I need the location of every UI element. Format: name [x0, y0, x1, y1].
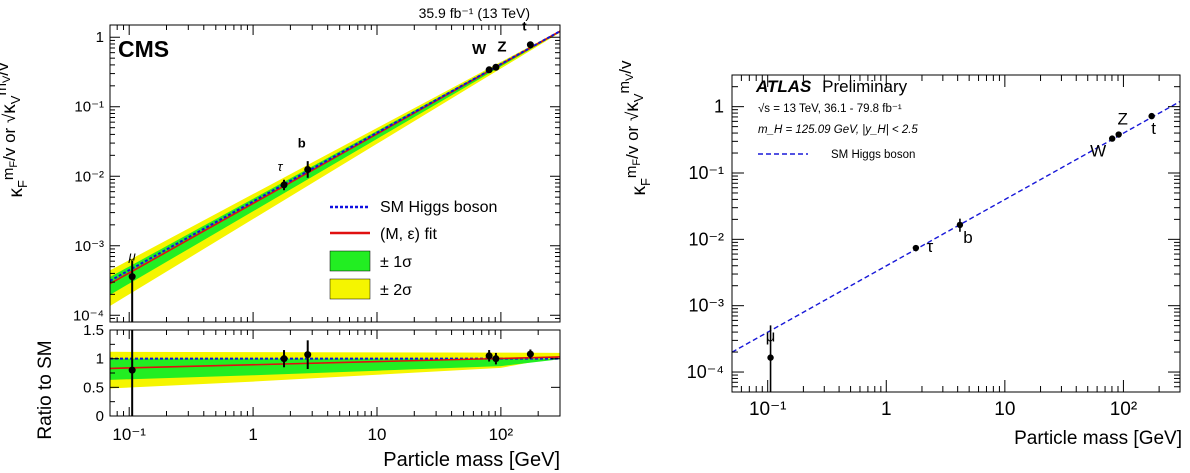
cms-x-axis-label: Particle mass [GeV] — [383, 449, 560, 471]
atlas-experiment-label: ATLAS Preliminary — [755, 77, 908, 96]
atlas-x-axis-label: Particle mass [GeV] — [1014, 428, 1182, 449]
svg-text:κFmF/v or √κVmV/v: κFmF/v or √κVmV/v — [0, 62, 30, 198]
cms-x-tick-label: 1 — [248, 425, 257, 444]
cms-ratio-marker — [492, 355, 500, 363]
atlas-point-label: Z — [1117, 110, 1127, 129]
cms-ratio-marker — [280, 355, 288, 363]
atlas-point-label: τ — [927, 237, 934, 256]
cms-main-plot: 10⁻⁴ 10⁻³ 10⁻² 10⁻¹ 1 μ τb W Zt — [73, 19, 561, 324]
atlas-legend: SM Higgs boson — [758, 149, 915, 161]
cms-point-label: W — [472, 41, 487, 58]
cms-point-label: τ — [278, 159, 284, 174]
cms-ratio-y-tick-label: 0.5 — [83, 379, 104, 396]
cms-ratio-marker — [304, 351, 312, 359]
atlas-experiment-status: Preliminary — [822, 77, 908, 96]
cms-point-marker — [492, 63, 500, 71]
cms-experiment-label: CMS — [118, 36, 169, 62]
cms-legend: SM Higgs boson (M, ε) fit ± 1σ ± 2σ — [329, 199, 497, 300]
atlas-point-marker — [912, 244, 920, 252]
cms-point-marker — [526, 41, 534, 49]
cms-ratio-y-tick-label: 1.5 — [83, 322, 104, 339]
cms-point-label: Z — [497, 38, 506, 55]
cms-point-marker — [280, 181, 288, 189]
cms-ratio-plot: 0 0.5 1 1.5 10⁻¹ 1 10 10² — [83, 322, 561, 444]
cms-y-tick-label: 10⁻¹ — [74, 99, 104, 116]
cms-main-frame — [109, 24, 561, 323]
cms-point-label: b — [298, 136, 306, 151]
atlas-x-tick-label: 1 — [881, 399, 892, 420]
cms-fit-line — [109, 30, 561, 285]
cms-ratio-y-axis-label: Ratio to SM — [35, 340, 56, 439]
cms-x-tick-label: 10⁻¹ — [112, 425, 146, 444]
cms-y-tick-label: 10⁻³ — [74, 238, 104, 255]
atlas-point-label: t — [1151, 119, 1156, 138]
cms-ratio-y-tick-label: 0 — [96, 408, 104, 425]
cms-legend-1sigma-label: ± 1σ — [380, 254, 412, 271]
cms-ratio-marker — [485, 352, 493, 360]
atlas-y-tick-label: 10⁻³ — [688, 296, 724, 316]
atlas-point-label: b — [963, 228, 972, 247]
atlas-y-tick-label: 10⁻¹ — [688, 163, 724, 183]
cms-x-tick-label: 10² — [489, 425, 514, 444]
atlas-point-label: μ — [766, 327, 776, 346]
atlas-main-plot: 10⁻⁴ 10⁻³ 10⁻² 10⁻¹ 1 10⁻¹ 1 10 10² μ τ b WZt — [687, 74, 1181, 420]
cms-legend-1sigma-swatch — [329, 250, 371, 272]
atlas-y-axis-label: κFmF/v or √κVmV/v — [616, 60, 653, 196]
cms-ratio-y-tick-label: 1 — [96, 351, 104, 368]
cms-ratio-1sigma-band — [110, 358, 560, 380]
svg-text:κFmF/v or √κVmV/v: κFmF/v or √κVmV/v — [616, 60, 653, 196]
cms-legend-fit-label: (M, ε) fit — [380, 226, 437, 243]
atlas-point-label: W — [1090, 142, 1106, 161]
atlas-point-marker — [767, 354, 774, 361]
atlas-sm-line — [731, 100, 1181, 353]
atlas-point-marker — [1148, 112, 1155, 120]
cms-legend-2sigma-swatch — [329, 278, 371, 300]
atlas-x-tick-label: 10⁻¹ — [749, 399, 787, 420]
cms-legend-2sigma-label: ± 2σ — [380, 282, 412, 299]
cms-panel: 35.9 fb⁻¹ (13 TeV) κFmF/v or √κVmV/v Rat… — [0, 5, 561, 471]
cms-lumi-label: 35.9 fb⁻¹ (13 TeV) — [419, 5, 530, 21]
cms-ratio-marker — [526, 350, 534, 358]
cms-y-tick-label: 10⁻² — [74, 168, 104, 185]
atlas-experiment-name: ATLAS — [755, 77, 812, 96]
cms-point-marker — [485, 66, 493, 74]
cms-y-axis-label: κFmF/v or √κVmV/v — [0, 62, 30, 198]
atlas-legend-sm-label: SM Higgs boson — [831, 149, 915, 161]
atlas-y-tick-label: 1 — [714, 97, 724, 117]
cms-point-marker — [128, 273, 136, 281]
cms-legend-sm-label: SM Higgs boson — [380, 199, 497, 216]
cms-2sigma-band — [110, 30, 560, 306]
atlas-y-tick-label: 10⁻² — [688, 229, 724, 249]
cms-point-label: t — [522, 19, 527, 34]
cms-ratio-marker — [128, 366, 136, 374]
atlas-point-marker — [1115, 131, 1122, 138]
cms-y-tick-label: 1 — [96, 29, 104, 46]
atlas-frame — [731, 74, 1181, 393]
atlas-point-marker — [1108, 135, 1116, 142]
atlas-energy-text: √s = 13 TeV, 36.1 - 79.8 fb⁻¹ — [758, 102, 902, 115]
cms-y-tick-label: 10⁻⁴ — [73, 307, 104, 324]
cms-point-label: μ — [128, 249, 136, 264]
atlas-mass-text: m_H = 125.09 GeV, |y_H| < 2.5 — [758, 124, 918, 136]
cms-ratio-fit-line — [109, 356, 561, 370]
atlas-x-tick-label: 10² — [1110, 399, 1137, 420]
atlas-x-tick-label: 10 — [994, 399, 1015, 420]
cms-sm-line — [109, 30, 561, 282]
cms-1sigma-band — [110, 30, 560, 295]
atlas-point-marker — [956, 221, 964, 229]
atlas-y-tick-label: 10⁻⁴ — [687, 362, 724, 382]
cms-point-marker — [304, 166, 312, 174]
cms-x-tick-label: 10 — [368, 425, 387, 444]
